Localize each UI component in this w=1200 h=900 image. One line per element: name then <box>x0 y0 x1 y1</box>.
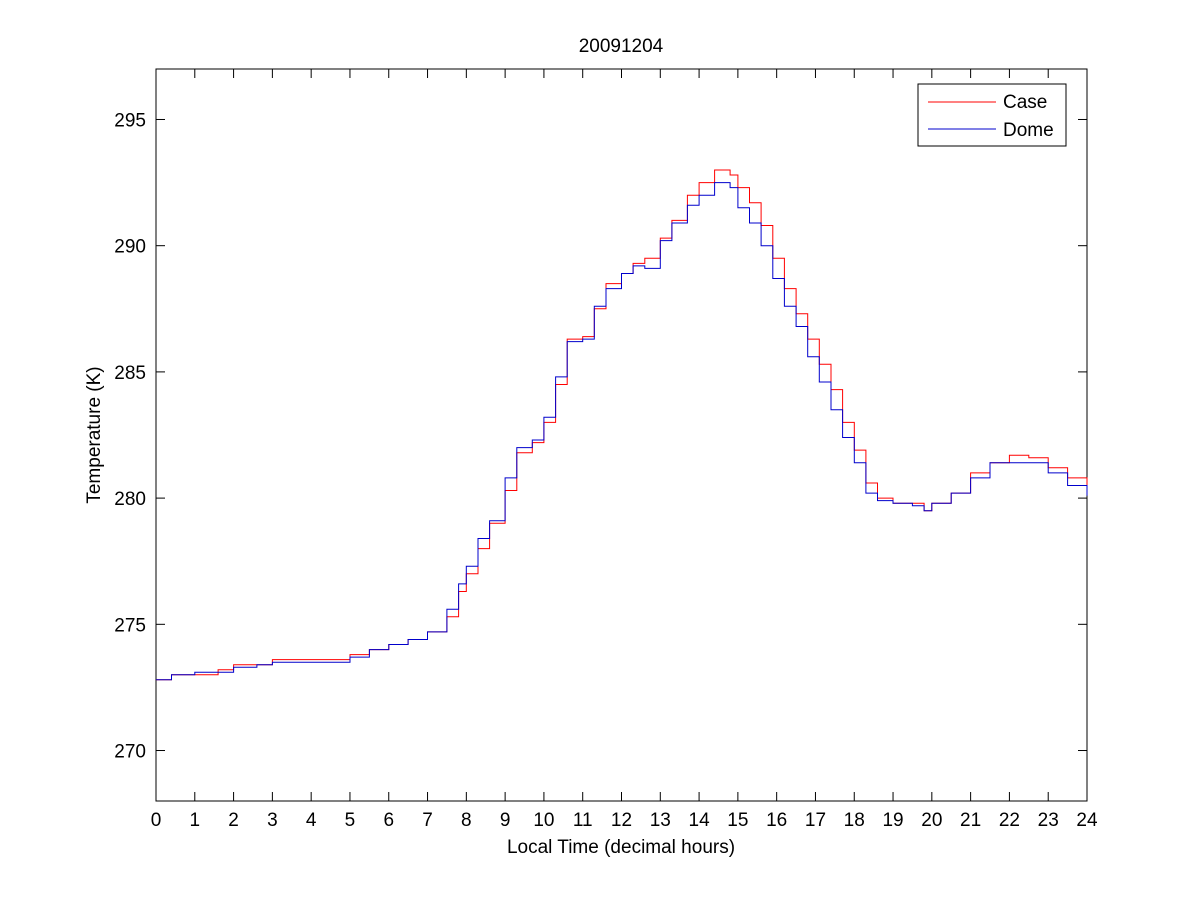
y-tick-label: 280 <box>114 489 146 510</box>
x-tick-label: 14 <box>689 810 711 831</box>
x-tick-label: 3 <box>267 810 278 831</box>
y-axis-label: Temperature (K) <box>84 366 105 503</box>
x-tick-label: 20 <box>921 810 942 831</box>
y-tick-label: 270 <box>114 742 146 763</box>
y-tick-label: 295 <box>114 110 146 131</box>
y-tick-label: 275 <box>114 615 146 636</box>
legend-box <box>917 83 1067 147</box>
y-tick-label: 290 <box>114 237 146 258</box>
x-tick-label: 6 <box>383 810 394 831</box>
x-axis-ticks: 0 1 2 3 4 5 6 7 8 9 10 11 12 13 14 15 16 17 18 19 20 21 22 23 24 <box>151 69 1098 831</box>
legend-label-case: Case <box>1003 92 1047 113</box>
x-tick-label: 13 <box>650 810 671 831</box>
x-tick-label: 7 <box>422 810 433 831</box>
x-tick-label: 10 <box>533 810 554 831</box>
x-tick-label: 21 <box>960 810 981 831</box>
x-tick-label: 5 <box>345 810 356 831</box>
x-tick-label: 22 <box>999 810 1020 831</box>
x-tick-label: 18 <box>844 810 865 831</box>
x-tick-label: 8 <box>461 810 472 831</box>
y-tick-label: 285 <box>114 363 146 384</box>
x-tick-label: 1 <box>190 810 201 831</box>
x-tick-label: 9 <box>500 810 511 831</box>
x-tick-label: 12 <box>611 810 632 831</box>
legend: Case Dome <box>917 83 1067 147</box>
x-tick-label: 2 <box>228 810 239 831</box>
x-tick-label: 4 <box>306 810 317 831</box>
x-tick-label: 11 <box>573 810 593 831</box>
x-tick-label: 15 <box>727 810 748 831</box>
series-line-dome <box>156 182 1088 681</box>
x-tick-label: 0 <box>151 810 162 831</box>
x-tick-label: 23 <box>1038 810 1059 831</box>
x-tick-label: 24 <box>1076 810 1098 831</box>
legend-label-dome: Dome <box>1003 120 1054 141</box>
x-tick-label: 17 <box>805 810 826 831</box>
x-axis-label: Local Time (decimal hours) <box>507 837 735 858</box>
x-tick-label: 19 <box>882 810 903 831</box>
chart-title: 20091204 <box>579 36 664 57</box>
series-layer <box>156 169 1088 681</box>
x-tick-label: 16 <box>766 810 787 831</box>
y-axis-ticks: 270 275 280 285 290 295 <box>114 110 1087 763</box>
